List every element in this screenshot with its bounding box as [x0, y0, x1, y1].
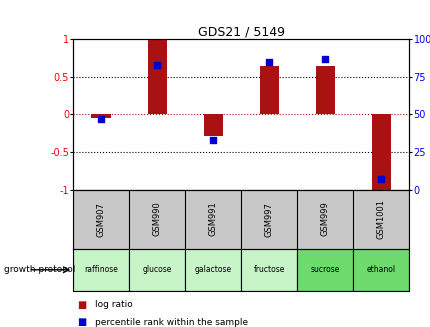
Point [154, 62, 160, 67]
Text: GSM1001: GSM1001 [376, 199, 385, 239]
Text: GSM999: GSM999 [320, 202, 329, 236]
Point [209, 137, 216, 143]
Text: ■: ■ [77, 318, 86, 327]
Text: GSM990: GSM990 [153, 202, 161, 236]
Text: galactose: galactose [194, 265, 231, 274]
Text: fructose: fructose [253, 265, 284, 274]
Bar [297, 249, 353, 291]
Text: ethanol: ethanol [366, 265, 395, 274]
Text: GSM997: GSM997 [264, 202, 273, 236]
Text: ■: ■ [77, 300, 86, 310]
Text: percentile rank within the sample: percentile rank within the sample [95, 318, 247, 327]
Point [98, 116, 104, 122]
Bar [203, 114, 223, 135]
Point [377, 177, 384, 182]
Bar [315, 65, 335, 114]
Text: GSM907: GSM907 [97, 202, 105, 236]
Point [321, 56, 328, 61]
Text: raffinose: raffinose [84, 265, 118, 274]
Bar [91, 114, 111, 118]
Text: glucose: glucose [142, 265, 172, 274]
Bar [185, 249, 241, 291]
Title: GDS21 / 5149: GDS21 / 5149 [197, 25, 284, 38]
Bar [241, 249, 297, 291]
Bar [147, 39, 167, 114]
Bar [353, 249, 408, 291]
Text: log ratio: log ratio [95, 300, 132, 309]
Bar [371, 114, 390, 191]
Bar [259, 65, 279, 114]
Bar [129, 249, 185, 291]
Bar [73, 249, 129, 291]
Text: GSM991: GSM991 [209, 202, 217, 236]
Point [265, 59, 272, 64]
Text: growth protocol: growth protocol [4, 265, 76, 274]
Text: sucrose: sucrose [310, 265, 339, 274]
